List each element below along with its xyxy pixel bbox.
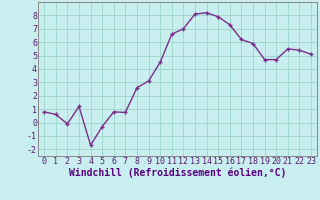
X-axis label: Windchill (Refroidissement éolien,°C): Windchill (Refroidissement éolien,°C) [69, 168, 286, 178]
